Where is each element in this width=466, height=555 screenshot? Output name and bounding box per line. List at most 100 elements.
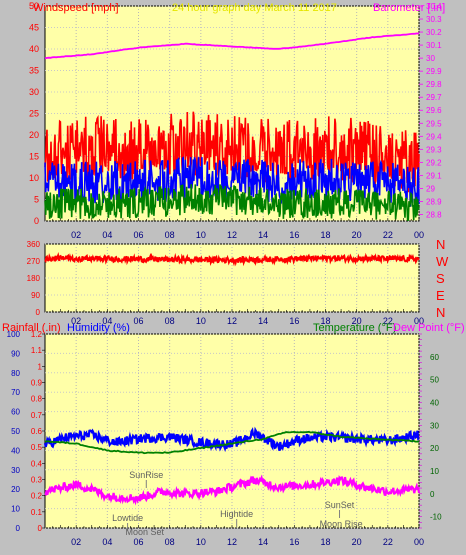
wind-x-tick-label: 22 xyxy=(383,230,393,240)
windspeed-tick-label: 30 xyxy=(29,87,39,97)
temperature-tick-label: 40 xyxy=(430,398,439,407)
barometer-tick-label: 30.4 xyxy=(426,2,442,11)
rainfall-tick-label: 0.7 xyxy=(31,411,43,420)
barometer-tick-label: 29 xyxy=(426,184,435,193)
direction-tick-label: 270 xyxy=(27,257,41,266)
temperature-label: Temperature (°F) xyxy=(313,322,396,334)
wind-x-tick-label: 08 xyxy=(165,230,175,240)
event-label: SunRise xyxy=(129,470,163,480)
wind-x-tick-label: 04 xyxy=(102,230,112,240)
direction-x-tick-label: 12 xyxy=(227,316,237,326)
humidity-line xyxy=(43,426,420,453)
rainfall-label: Rainfall (.in) xyxy=(2,322,61,334)
direction-x-tick-label: 20 xyxy=(352,316,362,326)
direction-x-tick-label: 22 xyxy=(383,316,393,326)
direction-x-tick-label: 08 xyxy=(165,316,175,326)
compass-label: S xyxy=(436,271,445,286)
direction-x-tick-label: 18 xyxy=(320,316,330,326)
humidity-x-tick-label: 08 xyxy=(165,537,175,547)
barometer-tick-label: 29.5 xyxy=(426,119,442,128)
temperature-tick-label: 60 xyxy=(430,353,439,362)
event-label: Hightide xyxy=(220,509,253,519)
humidity-x-tick-label: 14 xyxy=(258,537,268,547)
direction-x-tick-label: 00 xyxy=(414,316,424,326)
humidity-x-tick-label: 16 xyxy=(289,537,299,547)
rainfall-tick-label: 0.9 xyxy=(31,379,43,388)
wind-x-tick-label: 02 xyxy=(71,230,81,240)
rainfall-tick-label: 0.4 xyxy=(31,459,43,468)
windspeed-tick-label: 25 xyxy=(29,109,39,119)
barometer-tick-label: 29.8 xyxy=(426,80,442,89)
barometer-tick-label: 29.9 xyxy=(426,67,442,76)
barometer-label: Barometer [.in] xyxy=(373,2,445,14)
temperature-tick-label: 20 xyxy=(430,444,439,453)
barometer-tick-label: 29.1 xyxy=(426,171,442,180)
barometer-tick-label: 29.2 xyxy=(426,158,442,167)
windspeed-tick-label: 50 xyxy=(29,1,39,11)
wind_avg-line xyxy=(44,156,420,208)
wind_gust-line xyxy=(44,111,420,193)
direction-tick-label: 180 xyxy=(27,274,41,283)
direction-x-tick-label: 10 xyxy=(196,316,206,326)
humidity-tick-label: 80 xyxy=(11,369,20,378)
humidity-x-tick-label: 10 xyxy=(196,537,206,547)
temperature-tick-label: 0 xyxy=(430,490,435,499)
windspeed-tick-label: 5 xyxy=(34,195,39,205)
direction-series xyxy=(44,251,420,267)
rainfall-tick-label: 0.1 xyxy=(31,508,43,517)
temperature-tick-label: -10 xyxy=(430,513,442,522)
direction-x-tick-label: 14 xyxy=(258,316,268,326)
windspeed-label: Windspeed [mph] xyxy=(33,2,119,14)
barometer-line xyxy=(44,32,420,60)
direction-tick-label: 0 xyxy=(36,308,41,317)
event-label: Moon Set xyxy=(125,527,164,537)
humidity-x-tick-label: 22 xyxy=(383,537,393,547)
windspeed-tick-label: 10 xyxy=(29,173,39,183)
humidity-tick-label: 90 xyxy=(11,349,20,358)
direction-tick-label: 360 xyxy=(27,240,41,249)
direction-x-tick-label: 16 xyxy=(289,316,299,326)
barometer-tick-label: 29.4 xyxy=(426,132,442,141)
humidity-tick-label: 70 xyxy=(11,388,20,397)
humidity-x-tick-label: 18 xyxy=(320,537,330,547)
humidity-x-tick-label: 02 xyxy=(71,537,81,547)
direction-x-tick-label: 04 xyxy=(102,316,112,326)
compass-label: E xyxy=(436,288,445,303)
wind-x-tick-label: 14 xyxy=(258,230,268,240)
humidity-tick-label: 20 xyxy=(11,485,20,494)
humidity-axes: 02 04 06 08 10 12 14 16 18 20 22 000102030405060708… xyxy=(7,330,442,547)
direction-tick-label: 90 xyxy=(31,291,40,300)
event-label: Moon Rise xyxy=(320,519,363,529)
wind-axes: 02 04 06 08 10 12 14 16 18 20 22 000510152025303540… xyxy=(29,1,442,240)
compass-label: W xyxy=(436,254,449,269)
wind-x-tick-label: 20 xyxy=(352,230,362,240)
humidity-x-tick-label: 20 xyxy=(352,537,362,547)
barometer-tick-label: 30.3 xyxy=(426,15,442,24)
compass-label: N xyxy=(436,237,445,252)
temperature-tick-label: 50 xyxy=(430,376,439,385)
humidity-x-tick-label: 06 xyxy=(133,537,143,547)
barometer-tick-label: 29.3 xyxy=(426,145,442,154)
windspeed-tick-label: 0 xyxy=(34,216,39,226)
rainfall-tick-label: 1.2 xyxy=(31,330,43,339)
temperature-line xyxy=(44,430,419,455)
barometer-tick-label: 29.6 xyxy=(426,106,442,115)
dewpoint-line xyxy=(44,474,421,506)
humidity-tick-label: 40 xyxy=(11,446,20,455)
wind-x-tick-label: 12 xyxy=(227,230,237,240)
rainfall-tick-label: 0.3 xyxy=(31,476,43,485)
humidity-series xyxy=(43,426,421,506)
barometer-tick-label: 29.7 xyxy=(426,93,442,102)
barometer-tick-label: 30.1 xyxy=(426,41,442,50)
wind-series xyxy=(44,32,420,221)
rainfall-tick-label: 1.1 xyxy=(31,346,43,355)
humidity-tick-label: 30 xyxy=(11,466,20,475)
wind-x-tick-label: 00 xyxy=(414,230,424,240)
rainfall-tick-label: 0.8 xyxy=(31,395,43,404)
wind-x-tick-label: 06 xyxy=(133,230,143,240)
humidity-x-tick-label: 12 xyxy=(227,537,237,547)
humidity-label: Humidity (%) xyxy=(67,322,130,334)
direction-x-tick-label: 06 xyxy=(133,316,143,326)
rainfall-tick-label: 0.6 xyxy=(31,427,43,436)
